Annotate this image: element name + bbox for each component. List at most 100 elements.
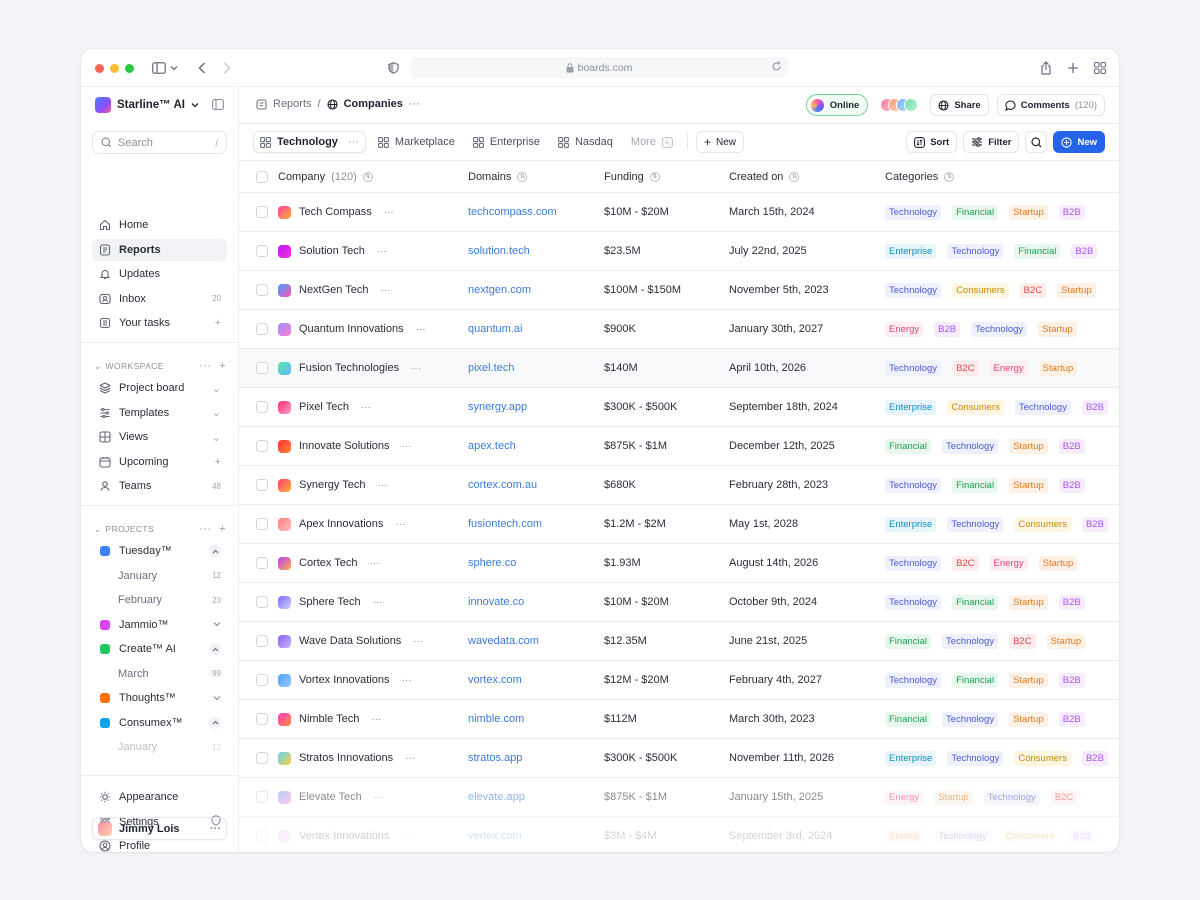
sidebar-item-templates[interactable]: Templates ⌄ bbox=[92, 402, 227, 424]
sidebar-item-views[interactable]: Views ⌄ bbox=[92, 426, 227, 448]
company-name[interactable]: Tech Compass bbox=[299, 206, 372, 218]
table-row[interactable]: Quantum Innovations ··· quantum.ai $900K Jan… bbox=[239, 310, 1119, 349]
category-tag[interactable]: B2C bbox=[1050, 789, 1078, 805]
domain-link[interactable]: techcompass.com bbox=[468, 206, 557, 218]
table-row[interactable]: Solution Tech ··· solution.tech $23.5M July … bbox=[239, 232, 1119, 271]
filter-button[interactable]: Filter bbox=[963, 131, 1020, 153]
row-checkbox[interactable] bbox=[256, 713, 268, 725]
category-tag[interactable]: Startup bbox=[1009, 711, 1048, 727]
category-tag[interactable]: B2B bbox=[1081, 516, 1108, 532]
category-tag[interactable]: B2B bbox=[934, 321, 961, 337]
category-tag[interactable]: Technology bbox=[947, 243, 1004, 259]
more-icon[interactable]: ··· bbox=[373, 791, 384, 803]
more-icon[interactable]: ··· bbox=[401, 674, 412, 686]
category-tag[interactable]: B2B bbox=[1071, 243, 1098, 259]
category-tag[interactable]: Technology bbox=[942, 633, 999, 649]
workspace-section-header[interactable]: ⌄ WORKSPACE ··· + bbox=[94, 360, 226, 372]
company-name[interactable]: Nimble Tech bbox=[299, 713, 360, 725]
column-sort-icon[interactable]: ⇅ bbox=[944, 171, 955, 182]
domain-link[interactable]: quantum.ai bbox=[468, 323, 523, 335]
category-tag[interactable]: B2B bbox=[1069, 828, 1096, 844]
sidebar-item-updates[interactable]: Updates bbox=[92, 263, 227, 285]
new-view-button[interactable]: + New bbox=[695, 131, 744, 153]
more-icon[interactable]: ··· bbox=[210, 822, 221, 835]
category-tag[interactable]: Financial bbox=[952, 477, 999, 493]
row-checkbox[interactable] bbox=[256, 752, 268, 764]
category-tag[interactable]: Startup bbox=[1046, 633, 1086, 649]
back-icon[interactable] bbox=[194, 60, 210, 76]
category-tag[interactable]: Technology bbox=[983, 789, 1040, 805]
chevron-down-icon[interactable]: ⌄ bbox=[211, 382, 221, 395]
more-icon[interactable]: ··· bbox=[380, 284, 391, 296]
chevron-up-icon[interactable] bbox=[209, 716, 221, 729]
column-sort-icon[interactable]: ⇅ bbox=[649, 171, 660, 182]
chevron-down-icon[interactable]: ⌄ bbox=[211, 407, 221, 419]
table-row[interactable]: Sphere Tech ··· innovate.co $10M - $20M Octo… bbox=[239, 583, 1119, 622]
category-tag[interactable]: B2C bbox=[952, 555, 979, 571]
company-name[interactable]: Innovate Solutions bbox=[299, 440, 390, 452]
forward-icon[interactable] bbox=[219, 60, 235, 76]
domain-link[interactable]: nimble.com bbox=[468, 713, 525, 725]
category-tag[interactable]: Startup bbox=[1009, 438, 1048, 454]
table-row[interactable]: Wave Data Solutions ··· wavedata.com $12.35… bbox=[239, 622, 1119, 661]
category-tag[interactable]: Technology bbox=[885, 477, 942, 493]
collapse-sidebar-icon[interactable] bbox=[212, 99, 224, 113]
company-name[interactable]: Cortex Tech bbox=[299, 557, 358, 569]
category-tag[interactable]: B2B bbox=[1058, 204, 1085, 220]
category-tag[interactable]: Technology bbox=[971, 321, 1028, 337]
table-row[interactable]: Elevate Tech ··· elevate.app $875K - $1M Jan… bbox=[239, 778, 1119, 817]
category-tag[interactable]: Startup bbox=[1057, 282, 1096, 298]
category-tag[interactable]: B2C bbox=[1019, 282, 1047, 298]
company-name[interactable]: Stratos Innovations bbox=[299, 752, 394, 764]
sort-button[interactable]: Sort bbox=[906, 131, 958, 153]
chevron-up-icon[interactable] bbox=[209, 545, 221, 557]
select-all-checkbox[interactable] bbox=[256, 170, 268, 183]
sidebar-item-create-ai[interactable]: Create™ AI bbox=[92, 638, 227, 660]
row-checkbox[interactable] bbox=[256, 635, 268, 647]
row-checkbox[interactable] bbox=[256, 596, 268, 608]
category-tag[interactable]: Financial bbox=[885, 633, 932, 649]
domain-link[interactable]: stratos.app bbox=[468, 752, 523, 764]
category-tag[interactable]: Financial bbox=[885, 711, 932, 727]
maximize-window-button[interactable] bbox=[125, 64, 134, 73]
category-tag[interactable]: Consumers bbox=[952, 282, 1009, 298]
row-checkbox[interactable] bbox=[256, 830, 268, 842]
row-checkbox[interactable] bbox=[256, 245, 268, 257]
category-tag[interactable]: Startup bbox=[1038, 360, 1078, 376]
category-tag[interactable]: B2B bbox=[1058, 438, 1085, 454]
company-name[interactable]: Pixel Tech bbox=[299, 401, 349, 413]
company-name[interactable]: Wave Data Solutions bbox=[299, 635, 402, 647]
column-sort-icon[interactable]: ⇅ bbox=[517, 171, 528, 182]
category-tag[interactable]: Financial bbox=[952, 672, 999, 688]
domain-link[interactable]: sphere.co bbox=[468, 557, 517, 569]
table-row[interactable]: Vertex Innovations ··· vertex.com $3M - $4M… bbox=[239, 817, 1119, 852]
domain-link[interactable]: synergy.app bbox=[468, 401, 528, 413]
row-checkbox[interactable] bbox=[256, 206, 268, 218]
category-tag[interactable]: Technology bbox=[885, 672, 942, 688]
domain-link[interactable]: apex.tech bbox=[468, 440, 516, 452]
table-row[interactable]: Cortex Tech ··· sphere.co $1.93M August 14th… bbox=[239, 544, 1119, 583]
category-tag[interactable]: Financial bbox=[1014, 243, 1061, 259]
share-button[interactable]: Share bbox=[930, 94, 989, 116]
more-icon[interactable]: ··· bbox=[372, 596, 383, 608]
category-tag[interactable]: Technology bbox=[885, 282, 942, 298]
row-checkbox[interactable] bbox=[256, 323, 268, 335]
add-icon[interactable]: + bbox=[214, 317, 221, 329]
category-tag[interactable]: Consumers bbox=[947, 399, 1004, 415]
tab-nasdaq[interactable]: Nasdaq bbox=[552, 131, 619, 153]
category-tag[interactable]: Startup bbox=[1009, 204, 1048, 220]
tab-marketplace[interactable]: Marketplace bbox=[372, 131, 461, 153]
more-icon[interactable]: ··· bbox=[395, 518, 406, 530]
category-tag[interactable]: Startup bbox=[885, 828, 924, 844]
category-tag[interactable]: Energy bbox=[885, 321, 924, 337]
category-tag[interactable]: Enterprise bbox=[885, 516, 937, 532]
domain-link[interactable]: wavedata.com bbox=[468, 635, 539, 647]
category-tag[interactable]: Technology bbox=[885, 594, 942, 610]
more-icon[interactable]: ··· bbox=[411, 362, 422, 374]
category-tag[interactable]: Financial bbox=[952, 594, 999, 610]
category-tag[interactable]: Energy bbox=[885, 789, 924, 805]
tab-overview-icon[interactable] bbox=[1092, 60, 1108, 76]
privacy-shield-icon[interactable] bbox=[385, 60, 401, 76]
collaborator-avatars[interactable] bbox=[880, 98, 919, 112]
sidebar-item-teams[interactable]: Teams 48 bbox=[92, 475, 227, 497]
